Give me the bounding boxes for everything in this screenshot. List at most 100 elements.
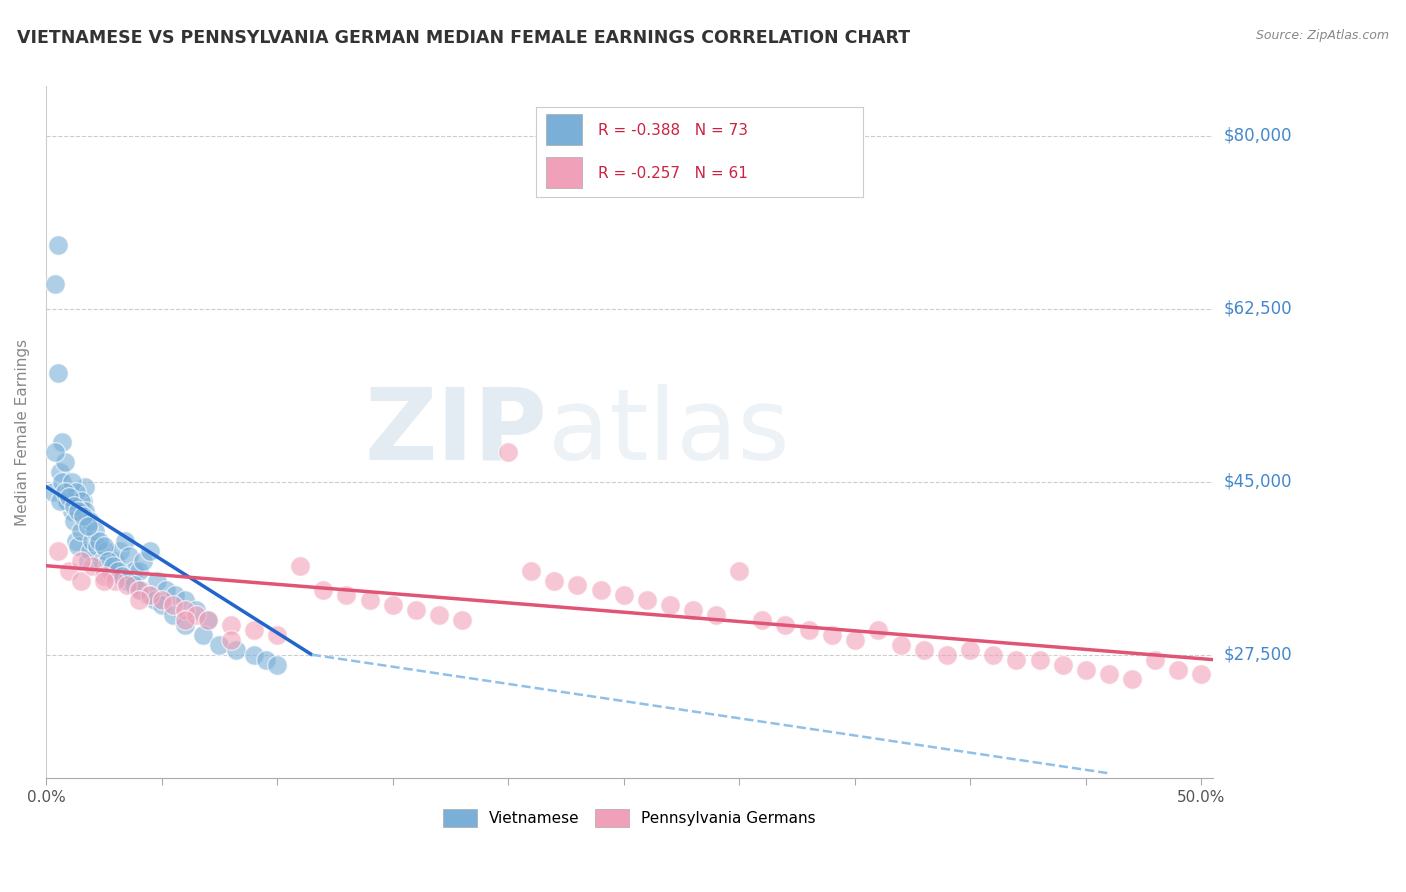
Point [93, 574, 115, 588]
Point [58, 490, 80, 504]
Text: atlas: atlas [548, 384, 789, 481]
Point [682, 603, 704, 617]
Point [150, 599, 173, 613]
Point [51, 435, 73, 450]
Point [69, 524, 91, 538]
Point [104, 574, 127, 588]
Point [146, 574, 169, 588]
Point [543, 574, 565, 588]
Point [96, 544, 118, 558]
Point [67, 539, 90, 553]
Point [173, 593, 195, 607]
Point [496, 445, 519, 459]
Point [143, 593, 166, 607]
Point [1121, 673, 1143, 687]
Point [775, 618, 797, 632]
Point [658, 599, 681, 613]
Point [1167, 663, 1189, 677]
Point [162, 599, 184, 613]
Point [65, 484, 87, 499]
Point [89, 534, 111, 549]
Point [46, 237, 69, 252]
Point [93, 568, 115, 582]
Point [100, 564, 122, 578]
Point [86, 539, 108, 553]
Point [44, 277, 66, 291]
Point [56, 494, 79, 508]
Point [115, 574, 138, 588]
Point [1005, 652, 1028, 666]
Point [122, 564, 145, 578]
Point [520, 564, 543, 578]
Point [82, 534, 104, 549]
Point [97, 554, 120, 568]
Point [104, 554, 127, 568]
Point [1074, 663, 1097, 677]
Point [225, 642, 247, 657]
Point [49, 494, 72, 508]
Point [193, 628, 215, 642]
Point [173, 618, 195, 632]
Point [44, 445, 66, 459]
Point [613, 588, 636, 602]
Text: Source: ZipAtlas.com: Source: ZipAtlas.com [1256, 29, 1389, 42]
Point [427, 608, 450, 623]
Point [751, 613, 773, 627]
Point [122, 578, 145, 592]
Point [208, 638, 231, 652]
Point [983, 648, 1005, 662]
Text: $45,000: $45,000 [1225, 473, 1292, 491]
Point [165, 588, 187, 602]
Point [405, 603, 427, 617]
Point [72, 509, 94, 524]
Y-axis label: Median Female Earnings: Median Female Earnings [15, 339, 30, 526]
Point [56, 494, 79, 508]
Point [959, 642, 981, 657]
Point [290, 558, 312, 573]
Point [266, 657, 288, 672]
Point [90, 554, 112, 568]
Point [58, 564, 80, 578]
Point [53, 484, 76, 499]
Point [243, 623, 266, 637]
Point [381, 599, 404, 613]
Point [128, 593, 150, 607]
Text: $27,500: $27,500 [1225, 646, 1292, 664]
Point [254, 652, 277, 666]
Point [636, 593, 658, 607]
Point [79, 544, 101, 558]
Point [69, 554, 91, 568]
Point [115, 578, 138, 592]
Point [82, 558, 104, 573]
Point [243, 648, 266, 662]
Point [139, 588, 162, 602]
Point [150, 593, 173, 607]
Point [162, 608, 184, 623]
Point [58, 484, 80, 499]
Point [75, 480, 97, 494]
Text: ZIP: ZIP [366, 384, 548, 481]
Point [1098, 667, 1121, 681]
Point [129, 583, 152, 598]
Point [51, 475, 73, 489]
Point [83, 524, 105, 538]
Point [76, 554, 98, 568]
Point [890, 638, 912, 652]
Point [53, 455, 76, 469]
Point [567, 578, 589, 592]
Point [155, 583, 177, 598]
Point [132, 554, 155, 568]
Point [60, 504, 83, 518]
Point [65, 534, 87, 549]
Point [266, 628, 288, 642]
Point [912, 642, 935, 657]
Text: $80,000: $80,000 [1225, 127, 1292, 145]
Point [1189, 667, 1212, 681]
Point [111, 568, 134, 582]
Point [60, 475, 83, 489]
Point [186, 608, 208, 623]
Point [1028, 652, 1050, 666]
Point [75, 504, 97, 518]
Point [139, 544, 162, 558]
Point [936, 648, 959, 662]
